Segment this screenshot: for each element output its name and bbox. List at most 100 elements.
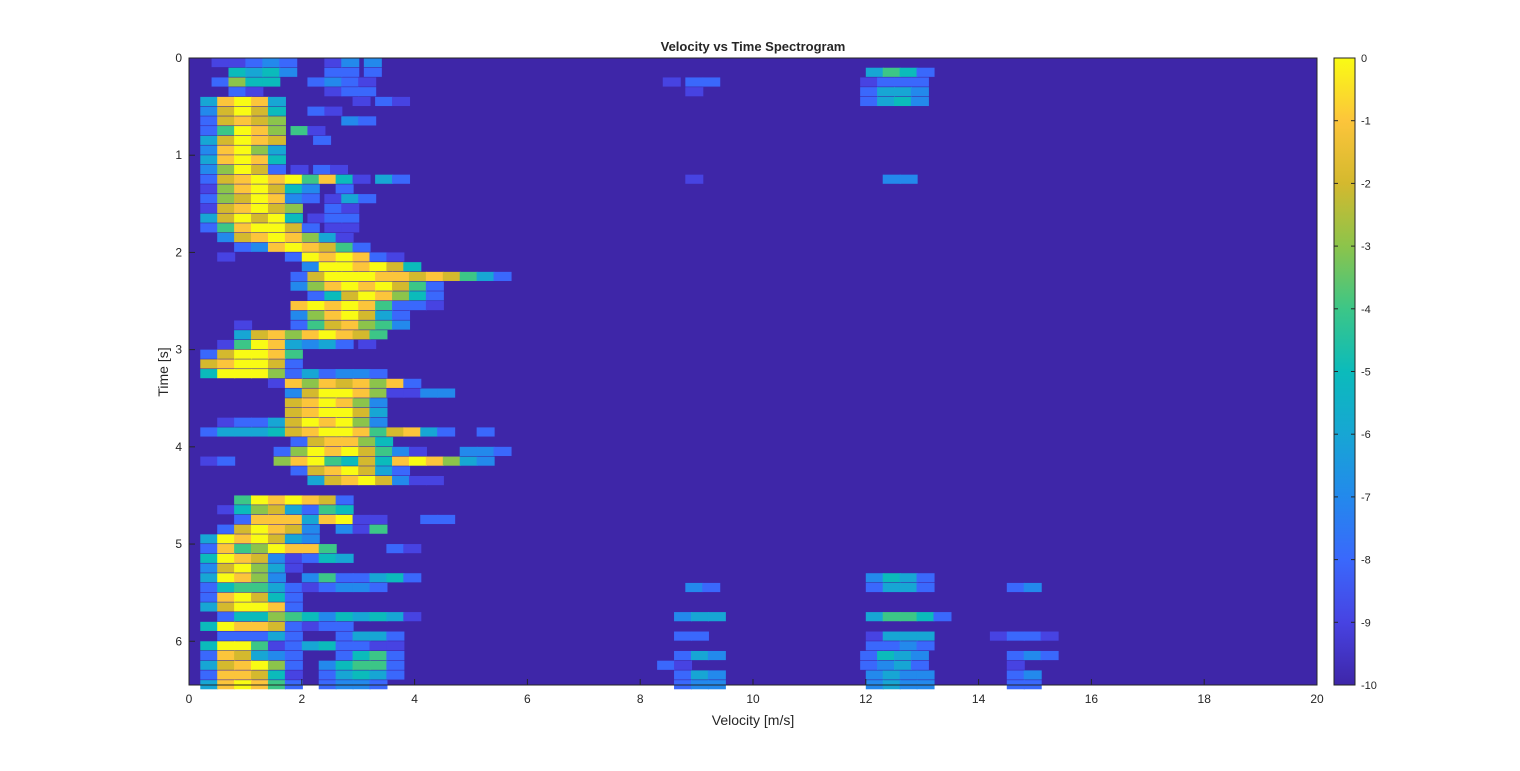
spectrogram-cell: [217, 135, 236, 145]
spectrogram-cell: [262, 58, 281, 68]
y-tick-label: 0: [175, 51, 182, 65]
spectrogram-cell: [865, 573, 884, 583]
spectrogram-cell: [916, 631, 935, 641]
spectrogram-cell: [425, 456, 444, 466]
spectrogram-cell: [341, 213, 360, 223]
spectrogram-cell: [335, 641, 354, 651]
spectrogram-cell: [369, 524, 388, 534]
spectrogram-cell: [234, 242, 253, 252]
spectrogram-cell: [217, 155, 236, 165]
spectrogram-cell: [234, 612, 253, 622]
spectrogram-cell: [318, 369, 337, 379]
spectrogram-cell: [251, 612, 270, 622]
spectrogram-cell: [284, 349, 303, 359]
spectrogram-cell: [234, 641, 253, 651]
spectrogram-cell: [217, 359, 236, 369]
spectrogram-cell: [284, 660, 303, 670]
spectrogram-cell: [352, 612, 371, 622]
spectrogram-cell: [267, 553, 286, 563]
spectrogram-cell: [318, 495, 337, 505]
spectrogram-cell: [267, 641, 286, 651]
spectrogram-cell: [251, 670, 270, 680]
spectrogram-cell: [251, 544, 270, 554]
spectrogram-cell: [408, 271, 427, 282]
spectrogram-cell: [459, 271, 478, 282]
spectrogram-cell: [493, 271, 512, 282]
spectrogram-cell: [420, 427, 439, 437]
y-tick-label: 4: [175, 440, 182, 454]
spectrogram-cell: [200, 427, 219, 437]
spectrogram-cell: [352, 573, 371, 583]
spectrogram-cell: [284, 612, 303, 622]
spectrogram-cell: [200, 116, 219, 126]
spectrogram-cell: [358, 87, 377, 97]
spectrogram-cell: [200, 369, 219, 379]
spectrogram-cell: [674, 612, 693, 622]
spectrogram-cell: [234, 116, 253, 126]
spectrogram-cell: [301, 252, 320, 262]
spectrogram-cell: [369, 573, 388, 583]
spectrogram-cell: [284, 252, 303, 262]
spectrogram-cell: [324, 456, 343, 466]
spectrogram-cell: [267, 602, 286, 612]
spectrogram-cell: [234, 164, 253, 175]
spectrogram-cell: [685, 174, 704, 184]
spectrogram-cell: [200, 155, 219, 165]
spectrogram-cell: [200, 553, 219, 563]
spectrogram-cell: [358, 446, 377, 456]
spectrogram-cell: [217, 534, 236, 544]
spectrogram-cell: [234, 417, 253, 427]
spectrogram-cell: [284, 330, 303, 340]
spectrogram-cell: [352, 631, 371, 641]
spectrogram-cell: [284, 388, 303, 398]
spectrogram-cell: [290, 301, 309, 311]
spectrogram-cell: [301, 612, 320, 622]
spectrogram-cell: [234, 155, 253, 165]
spectrogram-cell: [267, 223, 286, 233]
spectrogram-cell: [358, 456, 377, 466]
spectrogram-cell: [267, 116, 286, 126]
spectrogram-cell: [267, 378, 286, 388]
spectrogram-cell: [324, 223, 343, 233]
spectrogram-cell: [200, 456, 219, 466]
spectrogram-cell: [707, 612, 726, 622]
spectrogram-cell: [200, 145, 219, 155]
spectrogram-cell: [352, 524, 371, 534]
spectrogram-cell: [324, 446, 343, 456]
spectrogram-cell: [284, 582, 303, 593]
spectrogram-cell: [301, 378, 320, 388]
spectrogram-cell: [234, 631, 253, 641]
spectrogram-cell: [324, 106, 343, 116]
spectrogram-cell: [267, 524, 286, 534]
x-tick-label: 12: [859, 692, 873, 706]
spectrogram-cell: [341, 301, 360, 311]
spectrogram-cell: [335, 650, 354, 661]
spectrogram-cell: [674, 631, 693, 641]
spectrogram-cell: [352, 660, 371, 670]
spectrogram-cell: [324, 87, 343, 97]
spectrogram-cell: [392, 174, 411, 184]
spectrogram-cell: [403, 544, 422, 554]
spectrogram-cell: [375, 437, 394, 447]
spectrogram-cell: [324, 301, 343, 311]
spectrogram-cell: [335, 369, 354, 379]
spectrogram-cell: [301, 223, 320, 233]
spectrogram-cell: [234, 203, 253, 213]
spectrogram-cell: [358, 339, 377, 350]
spectrogram-cell: [313, 135, 332, 145]
spectrogram-cell: [369, 582, 388, 593]
spectrogram-cell: [234, 427, 253, 437]
spectrogram-cell: [279, 67, 298, 77]
spectrogram-cell: [352, 582, 371, 593]
spectrogram-cell: [234, 602, 253, 612]
spectrogram-cell: [251, 553, 270, 563]
spectrogram-cell: [392, 291, 411, 301]
spectrogram-cell: [234, 184, 253, 194]
spectrogram-cell: [318, 398, 337, 408]
spectrogram-cell: [307, 291, 326, 301]
spectrogram-cell: [284, 339, 303, 350]
spectrogram-cell: [262, 67, 281, 77]
spectrogram-cell: [916, 612, 935, 622]
spectrogram-cell: [267, 349, 286, 359]
